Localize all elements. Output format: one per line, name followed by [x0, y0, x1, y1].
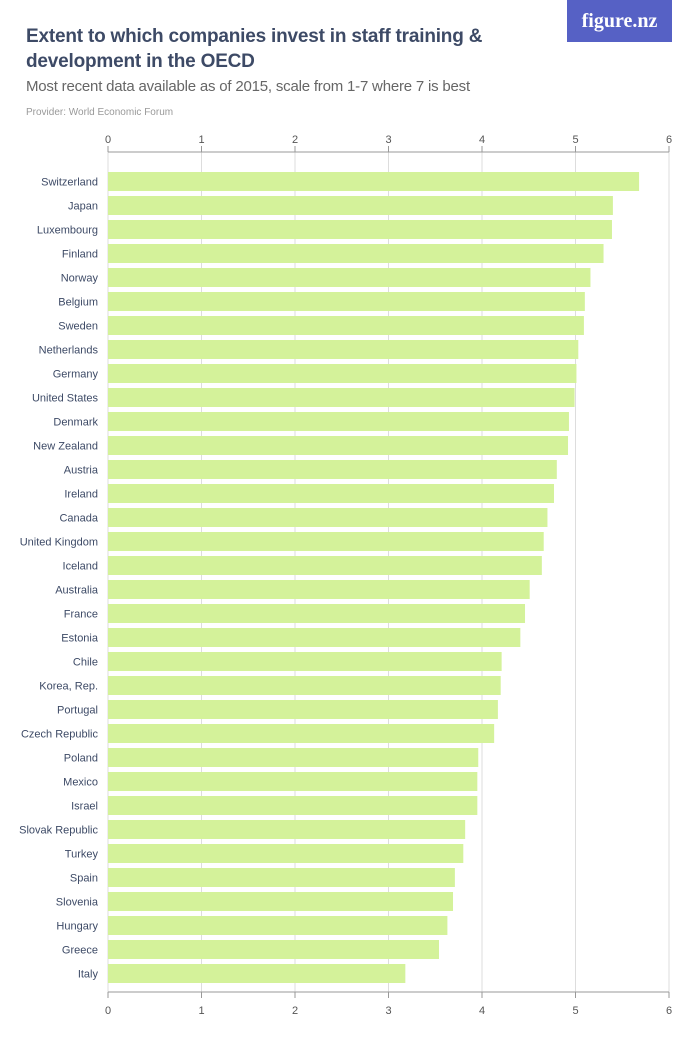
bar — [108, 436, 569, 455]
chart-title: Extent to which companies invest in staf… — [26, 26, 483, 72]
bar — [108, 388, 575, 407]
category-label: United States — [32, 393, 99, 405]
bar — [108, 220, 612, 239]
x-tick-label-top: 2 — [292, 134, 298, 146]
bar — [108, 508, 548, 527]
category-label: Italy — [78, 969, 99, 981]
bar — [108, 724, 495, 743]
bar — [108, 484, 554, 503]
x-tick-label-top: 5 — [572, 134, 578, 146]
bar — [108, 772, 478, 791]
category-label: Iceland — [63, 561, 98, 573]
x-tick-label-bottom: 1 — [198, 1005, 204, 1017]
x-tick-label-top: 4 — [479, 134, 485, 146]
category-label: United Kingdom — [20, 537, 98, 549]
category-label: Korea, Rep. — [39, 681, 98, 693]
bar — [108, 244, 604, 263]
category-label: Norway — [61, 273, 99, 285]
category-label: Germany — [53, 369, 99, 381]
category-label: Belgium — [58, 297, 98, 309]
category-label: New Zealand — [33, 441, 98, 453]
category-label: Austria — [64, 465, 99, 477]
x-tick-label-bottom: 6 — [666, 1005, 672, 1017]
bar — [108, 820, 466, 839]
category-label: Denmark — [53, 417, 98, 429]
x-tick-label-bottom: 4 — [479, 1005, 485, 1017]
bar — [108, 268, 591, 287]
category-label: Netherlands — [39, 345, 99, 357]
category-label: Australia — [55, 585, 99, 597]
x-tick-label-top: 0 — [105, 134, 111, 146]
bar — [108, 172, 640, 191]
bar — [108, 868, 455, 887]
bar — [108, 940, 439, 959]
bar — [108, 748, 479, 767]
bar — [108, 916, 448, 935]
category-label: Japan — [68, 201, 98, 213]
bar — [108, 652, 502, 671]
x-tick-label-top: 3 — [385, 134, 391, 146]
category-label: France — [64, 609, 98, 621]
category-label: Spain — [70, 873, 98, 885]
x-tick-label-bottom: 2 — [292, 1005, 298, 1017]
category-label: Slovak Republic — [19, 825, 98, 837]
bar — [108, 628, 521, 647]
category-label: Czech Republic — [21, 729, 99, 741]
x-tick-label-bottom: 3 — [385, 1005, 391, 1017]
category-label: Mexico — [63, 777, 98, 789]
category-label: Poland — [64, 753, 98, 765]
category-label: Chile — [73, 657, 98, 669]
provider-label: Provider: World Economic Forum — [26, 107, 174, 118]
x-tick-label-bottom: 0 — [105, 1005, 111, 1017]
bar — [108, 340, 579, 359]
bar — [108, 316, 584, 335]
category-label: Switzerland — [41, 177, 98, 189]
category-label: Portugal — [57, 705, 98, 717]
bar — [108, 964, 406, 983]
bar — [108, 796, 478, 815]
bar — [108, 364, 577, 383]
bar — [108, 700, 498, 719]
bar — [108, 556, 542, 575]
category-label: Greece — [62, 945, 98, 957]
category-label: Ireland — [64, 489, 98, 501]
bar — [108, 844, 464, 863]
bar — [108, 532, 544, 551]
bar — [108, 292, 585, 311]
bar — [108, 604, 526, 623]
bar — [108, 892, 454, 911]
category-label: Hungary — [56, 921, 98, 933]
chart-subtitle: Most recent data available as of 2015, s… — [26, 78, 470, 95]
bar — [108, 460, 557, 479]
category-label: Slovenia — [56, 897, 99, 909]
bar — [108, 580, 530, 599]
bar — [108, 676, 501, 695]
x-tick-label-bottom: 5 — [572, 1005, 578, 1017]
bar — [108, 196, 613, 215]
bar — [108, 412, 569, 431]
category-label: Finland — [62, 249, 98, 261]
x-tick-label-top: 6 — [666, 134, 672, 146]
category-label: Canada — [59, 513, 98, 525]
category-label: Sweden — [58, 321, 98, 333]
category-label: Estonia — [61, 633, 99, 645]
category-label: Turkey — [65, 849, 99, 861]
category-label: Luxembourg — [37, 225, 98, 237]
figure-nz-logo[interactable]: figure.nz — [567, 0, 672, 42]
category-label: Israel — [71, 801, 98, 813]
x-tick-label-top: 1 — [198, 134, 204, 146]
